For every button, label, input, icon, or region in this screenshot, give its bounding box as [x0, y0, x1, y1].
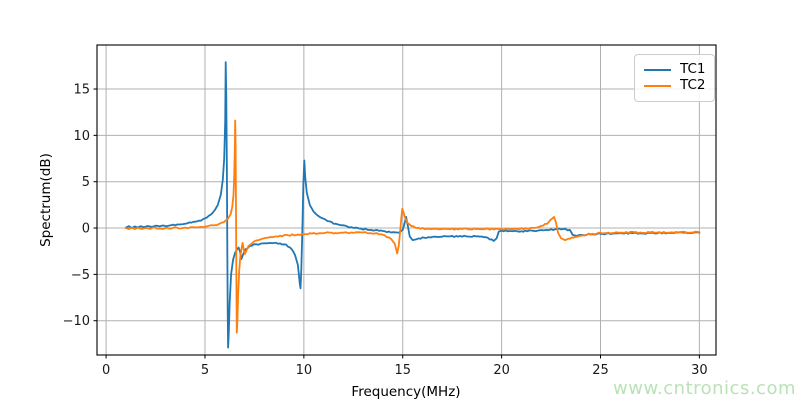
x-axis-label: Frequency(MHz) — [351, 384, 460, 400]
x-tick-label: 10 — [296, 363, 313, 378]
y-tick-label: 5 — [82, 175, 90, 190]
x-tick-label: 5 — [201, 363, 209, 378]
legend: TC1 TC2 — [634, 54, 715, 102]
tick-layer: 0 5 10 15 20 25 30 −10 −5 0 5 10 15 — [63, 83, 708, 378]
legend-label-tc1: TC1 — [680, 61, 706, 78]
x-tick-label: 20 — [493, 363, 510, 378]
grid-layer — [97, 45, 716, 355]
series-line-tc2 — [125, 119, 701, 334]
x-tick-label: 25 — [592, 363, 609, 378]
y-tick-label: 0 — [82, 222, 90, 237]
y-axis-label: Spectrum(dB) — [38, 153, 54, 247]
x-tick-label: 15 — [394, 363, 411, 378]
series-layer — [125, 61, 701, 349]
legend-swatch-tc1 — [644, 68, 671, 72]
y-tick-label: −10 — [63, 314, 90, 329]
legend-item-tc2: TC2 — [644, 78, 706, 94]
legend-swatch-tc2 — [644, 84, 671, 88]
watermark-text: www.cntronics.com — [613, 378, 796, 399]
series-line-tc1 — [125, 61, 701, 349]
plot-border — [96, 44, 717, 356]
y-tick-label: 15 — [73, 83, 90, 98]
y-tick-label: −5 — [71, 268, 90, 283]
x-tick-label: 30 — [691, 363, 708, 378]
x-tick-label: 0 — [102, 363, 110, 378]
legend-label-tc2: TC2 — [680, 77, 706, 94]
legend-item-tc1: TC1 — [644, 62, 706, 78]
y-tick-label: 10 — [73, 129, 90, 144]
